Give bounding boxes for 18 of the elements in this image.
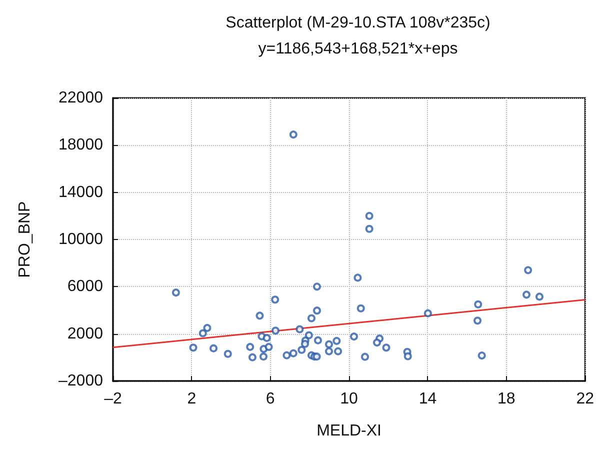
x-tick-label: 6 [266, 390, 275, 408]
x-tick-label: 14 [418, 390, 437, 408]
chart-subtitle: y=1186,543+168,521*x+eps [258, 40, 458, 58]
y-tick-label: 14000 [58, 184, 104, 201]
x-axis-title: MELD-XI [316, 422, 382, 440]
y-tick-label: 2000 [67, 325, 104, 342]
x-tick-label: 18 [498, 390, 516, 408]
x-tick-label: –2 [104, 390, 122, 408]
y-tick-label: 10000 [58, 231, 104, 248]
y-tick-label: 22000 [58, 90, 104, 106]
x-tick-label: 2 [187, 390, 196, 408]
y-tick-label: 6000 [67, 278, 104, 296]
y-tick-label: 18000 [58, 136, 104, 154]
x-tick-label: 22 [576, 390, 594, 408]
chart-title: Scatterplot (M-29-10.STA 108v*235c) [226, 14, 490, 32]
x-tick-label: 10 [340, 390, 358, 408]
y-tick-label: –2000 [58, 372, 104, 390]
y-axis-title: PRO_BNP [16, 201, 34, 278]
